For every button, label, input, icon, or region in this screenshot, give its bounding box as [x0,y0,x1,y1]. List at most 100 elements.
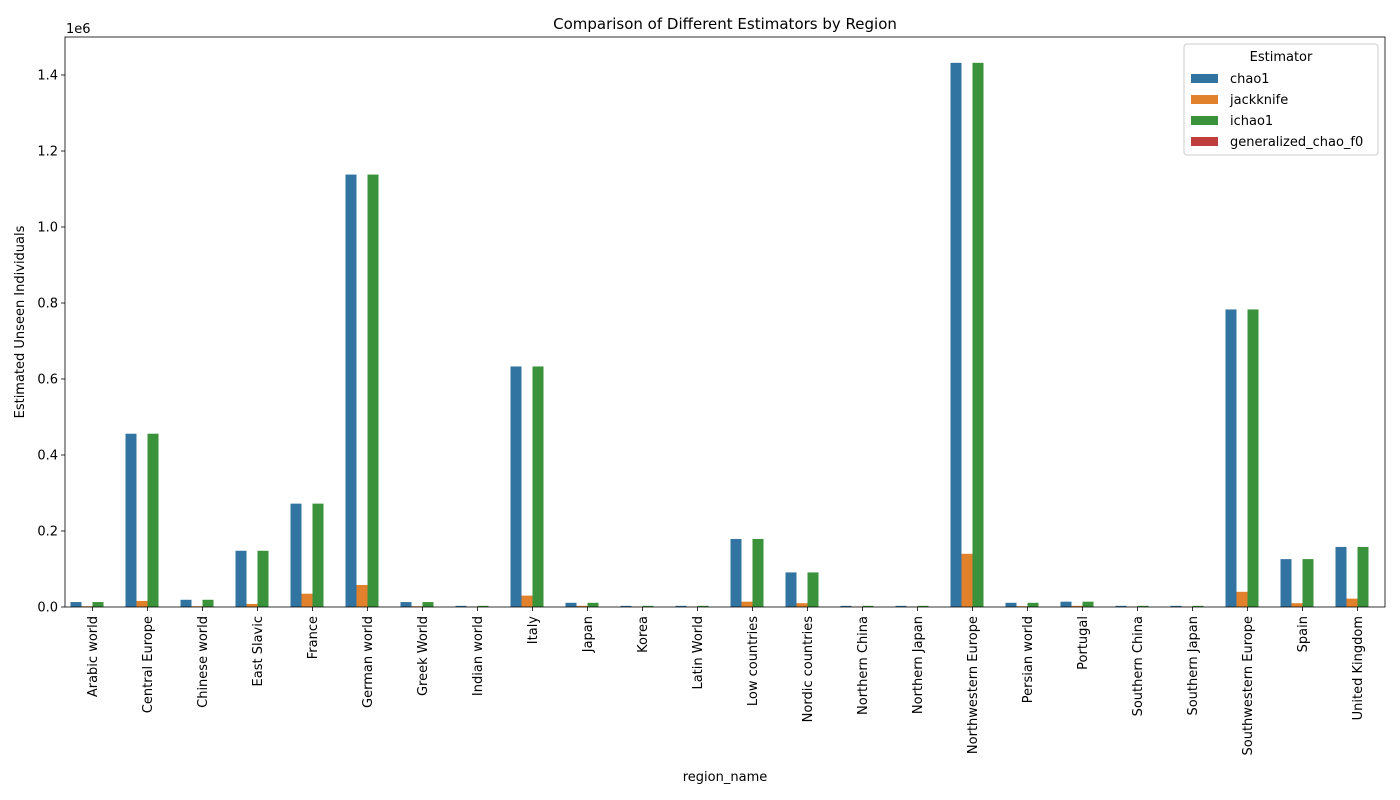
y-axis-offset-label: 1e6 [66,22,91,37]
bar-ichao1-11 [697,605,709,607]
x-tick-label: United Kingdom [1351,616,1366,720]
bar-ichao1-18 [1082,601,1094,607]
bar-ichao1-6 [422,602,434,607]
bar-chao1-18 [1060,601,1072,607]
bar-chao1-11 [675,605,687,607]
bar-ichao1-13 [807,572,819,607]
bar-jackknife-18 [1071,605,1083,607]
x-tick-label: Northern China [856,616,871,715]
y-axis-label: Estimated Unseen Individuals [13,225,28,418]
bar-chao1-22 [1280,559,1292,607]
bar-chao1-6 [400,602,412,607]
y-tick-label: 1.0 [37,221,58,236]
x-tick-label: Latin World [691,616,706,690]
x-tick-label: Japan [581,616,596,653]
plot-frame [64,36,1386,608]
bar-ichao1-5 [367,174,379,607]
y-tick-label: 0.4 [37,449,58,464]
bar-ichao1-16 [972,62,984,607]
bar-chao1-8 [510,366,522,607]
bar-chao1-17 [1005,602,1017,607]
bar-jackknife-9 [576,605,588,607]
legend-swatch-generalized_chao_f0 [1191,137,1218,146]
bar-chao1-4 [290,503,302,607]
bar-chao1-7 [455,605,467,607]
bar-ichao1-0 [92,602,104,607]
bar-ichao1-7 [477,605,489,607]
x-tick-label: Spain [1296,616,1311,652]
bar-jackknife-8 [521,595,533,607]
x-tick-label: German world [361,616,376,708]
x-tick-label: France [306,616,321,659]
bar-jackknife-12 [741,601,753,607]
x-tick-label: Southern China [1131,616,1146,716]
y-tick-label: 0.6 [37,373,58,388]
y-tick-label: 1.2 [37,145,58,160]
x-tick-label: Greek World [416,616,431,696]
x-tick-label: Arabic world [86,616,101,697]
x-tick-label: Persian world [1021,616,1036,703]
legend-label-chao1: chao1 [1230,72,1270,87]
x-tick-label: Chinese world [196,616,211,708]
x-tick-label: East Slavic [251,616,266,686]
legend-label-ichao1: ichao1 [1230,114,1273,129]
x-axis-label: region_name [683,770,767,785]
x-tick-label: Northwestern Europe [966,616,981,754]
bars-group [70,62,1369,607]
x-tick-label: Portugal [1076,616,1091,670]
bar-chao1-12 [730,538,742,607]
bar-ichao1-3 [257,550,269,607]
bar-chao1-10 [620,605,632,607]
bar-jackknife-4 [301,593,313,607]
bar-ichao1-17 [1027,602,1039,607]
legend-swatch-jackknife [1191,95,1218,104]
y-tick-label: 0.0 [37,601,58,616]
bar-chao1-9 [565,602,577,607]
bar-chao1-0 [70,602,82,607]
bar-chao1-21 [1225,309,1237,607]
bar-jackknife-1 [136,600,148,607]
legend-box [1183,43,1379,156]
x-tick-label: Low countries [746,616,761,706]
x-tick-label: Korea [636,616,651,653]
bar-jackknife-22 [1291,603,1303,607]
legend-swatch-chao1 [1191,74,1218,83]
chart-title: Comparison of Different Estimators by Re… [553,15,897,33]
bar-ichao1-21 [1247,309,1259,607]
x-tick-label: Northern Japan [911,616,926,714]
bar-chao1-3 [235,550,247,607]
bar-chao1-20 [1170,605,1182,607]
axes-group: 0.0 0.2 0.4 0.6 0.8 1.0 1.2 1.4 Arabic world Cent… [37,36,1386,755]
legend-swatch-ichao1 [1191,116,1218,125]
y-tick-label: 0.2 [37,525,58,540]
legend-label-jackknife: jackknife [1229,93,1288,108]
bar-ichao1-22 [1302,559,1314,607]
bar-ichao1-9 [587,602,599,607]
bar-ichao1-15 [917,605,929,607]
x-tick-label: Southwestern Europe [1241,616,1256,755]
bar-chao1-2 [180,599,192,607]
x-tick-label: Indian world [471,616,486,696]
bar-ichao1-8 [532,366,544,607]
bar-chao1-1 [125,433,137,607]
bar-chao1-23 [1335,546,1347,607]
y-tick-label: 0.8 [37,297,58,312]
y-tick-label: 1.4 [37,69,58,84]
bar-ichao1-10 [642,605,654,607]
bar-chao1-16 [950,62,962,607]
bar-chao1-5 [345,174,357,607]
bar-ichao1-14 [862,605,874,607]
x-tick-label: Italy [526,616,541,645]
x-tick-label: Southern Japan [1186,616,1201,716]
bar-ichao1-12 [752,538,764,607]
bar-ichao1-23 [1357,546,1369,607]
bar-ichao1-4 [312,503,324,607]
bar-ichao1-1 [147,433,159,607]
x-tick-label: Nordic countries [801,616,816,723]
bar-jackknife-23 [1346,598,1358,607]
bar-ichao1-2 [202,599,214,607]
bar-jackknife-13 [796,603,808,607]
x-tick-label: Central Europe [141,616,156,713]
bar-chao1-13 [785,572,797,607]
